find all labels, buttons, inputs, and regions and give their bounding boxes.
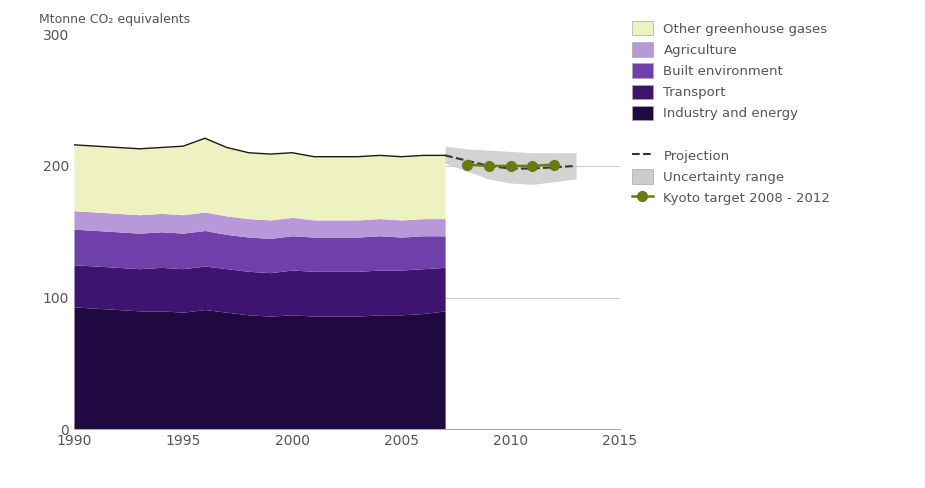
- Text: Mtonne CO₂ equivalents: Mtonne CO₂ equivalents: [39, 13, 190, 26]
- Legend: Other greenhouse gases, Agriculture, Built environment, Transport, Industry and : Other greenhouse gases, Agriculture, Bui…: [632, 21, 831, 205]
